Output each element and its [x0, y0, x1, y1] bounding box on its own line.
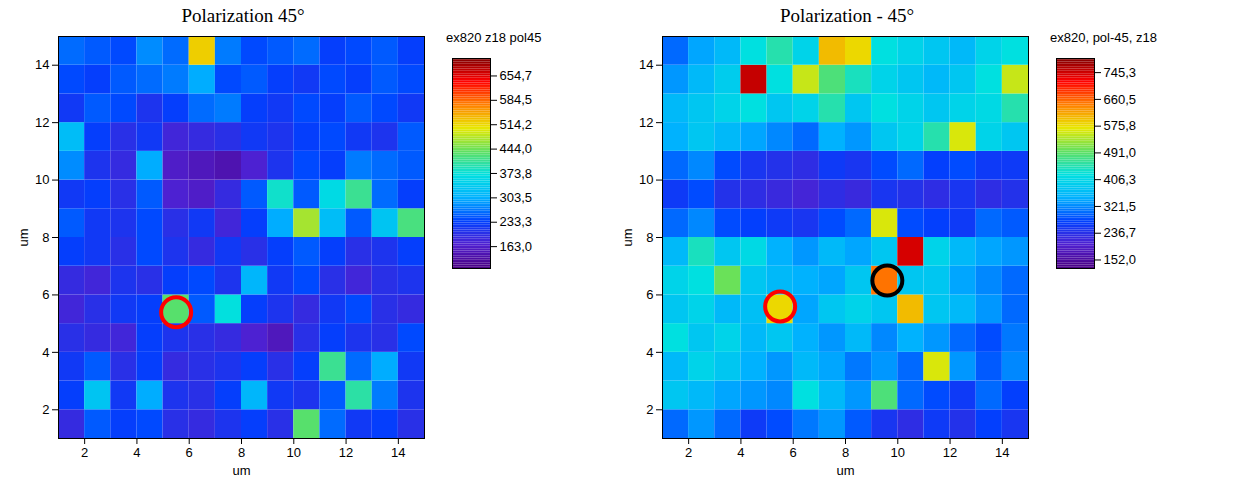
svg-text:10: 10 [35, 172, 49, 187]
svg-text:12: 12 [35, 115, 49, 130]
svg-text:4: 4 [646, 345, 653, 360]
svg-text:8: 8 [646, 230, 653, 245]
svg-text:um: um [232, 463, 250, 478]
svg-text:8: 8 [842, 445, 849, 460]
svg-text:um: um [620, 228, 635, 246]
svg-text:12: 12 [639, 115, 653, 130]
svg-text:6: 6 [790, 445, 797, 460]
svg-text:14: 14 [35, 57, 49, 72]
svg-text:575,8: 575,8 [1104, 118, 1137, 133]
svg-text:233,3: 233,3 [500, 214, 533, 229]
svg-text:10: 10 [287, 445, 301, 460]
svg-text:4: 4 [133, 445, 140, 460]
html-text:ex820, pol-45, z18: ex820, pol-45, z18 [1050, 30, 1157, 45]
svg-text:163,0: 163,0 [500, 239, 533, 254]
svg-text:6: 6 [186, 445, 193, 460]
svg-text:8: 8 [42, 230, 49, 245]
svg-text:373,8: 373,8 [500, 166, 533, 181]
svg-text:406,3: 406,3 [1104, 172, 1137, 187]
svg-text:4: 4 [42, 345, 49, 360]
svg-text:4: 4 [737, 445, 744, 460]
svg-text:2: 2 [42, 402, 49, 417]
svg-text:10: 10 [639, 172, 653, 187]
svg-text:2: 2 [81, 445, 88, 460]
svg-text:321,5: 321,5 [1104, 199, 1137, 214]
svg-text:2: 2 [685, 445, 692, 460]
svg-text:um: um [16, 228, 31, 246]
html-text:Polarization 45°: Polarization 45° [181, 5, 305, 26]
svg-text:514,2: 514,2 [500, 117, 533, 132]
svg-text:745,3: 745,3 [1104, 65, 1137, 80]
svg-text:14: 14 [995, 445, 1009, 460]
svg-text:152,0: 152,0 [1104, 252, 1137, 267]
svg-text:14: 14 [639, 57, 653, 72]
svg-text:654,7: 654,7 [500, 68, 533, 83]
svg-text:um: um [836, 463, 854, 478]
html-text:ex820 z18 pol45: ex820 z18 pol45 [446, 30, 542, 45]
svg-text:444,0: 444,0 [500, 141, 533, 156]
svg-text:303,5: 303,5 [500, 190, 533, 205]
svg-text:6: 6 [646, 287, 653, 302]
svg-text:10: 10 [891, 445, 905, 460]
svg-text:660,5: 660,5 [1104, 92, 1137, 107]
svg-text:8: 8 [238, 445, 245, 460]
svg-text:12: 12 [339, 445, 353, 460]
svg-text:12: 12 [943, 445, 957, 460]
svg-text:2: 2 [646, 402, 653, 417]
svg-text:6: 6 [42, 287, 49, 302]
svg-text:491,0: 491,0 [1104, 145, 1137, 160]
html-text:Polarization - 45°: Polarization - 45° [779, 5, 915, 26]
svg-text:236,7: 236,7 [1104, 225, 1137, 240]
svg-text:14: 14 [391, 445, 405, 460]
svg-text:584,5: 584,5 [500, 92, 533, 107]
